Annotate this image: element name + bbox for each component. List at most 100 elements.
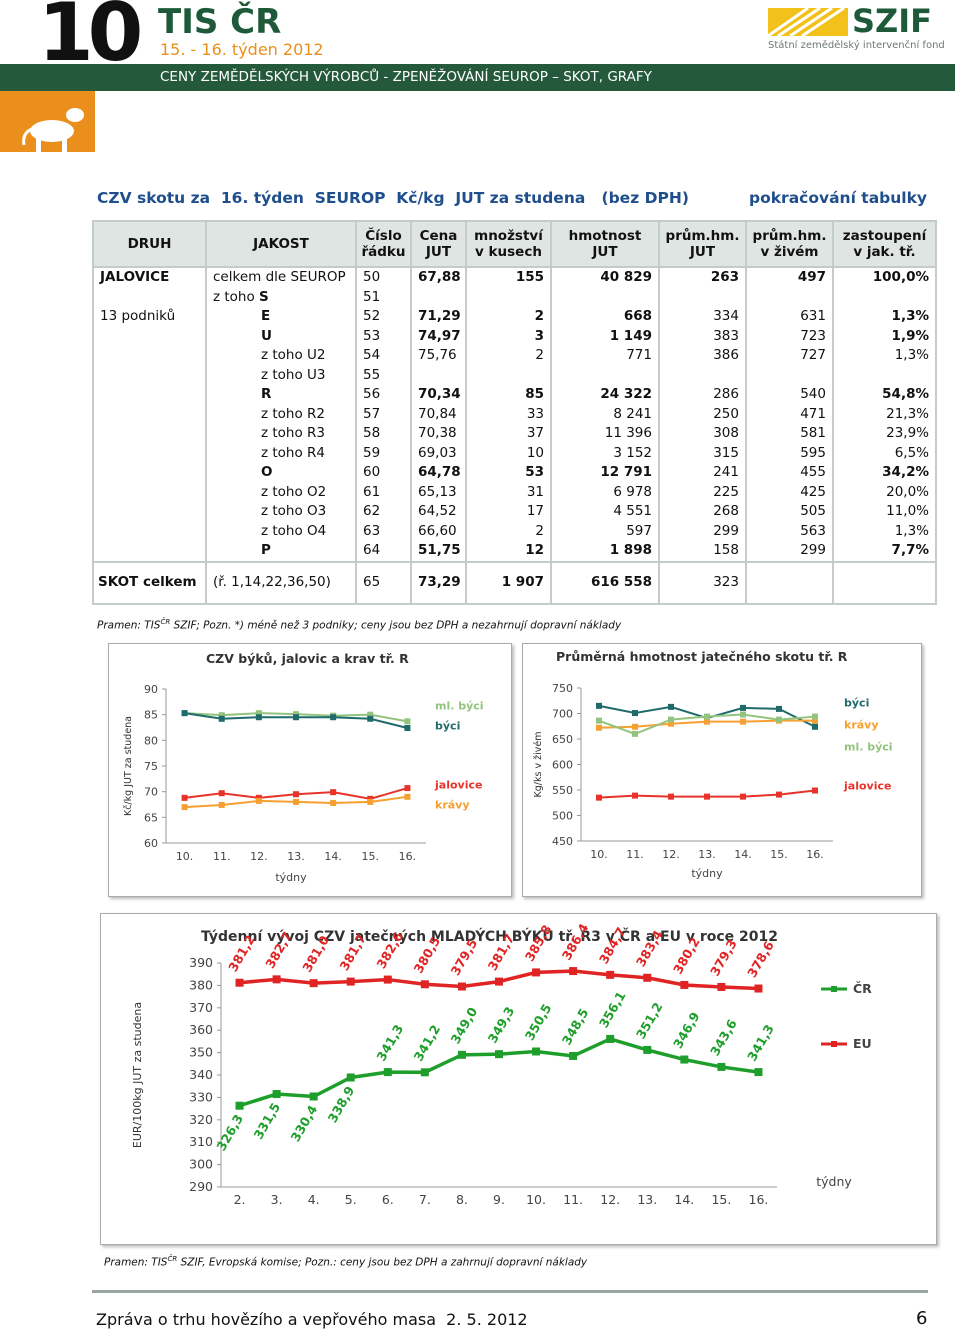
- cell-text: 2: [535, 522, 544, 539]
- point: [235, 978, 244, 987]
- cell-text: 50: [363, 269, 381, 286]
- point: [632, 723, 638, 730]
- header-row: DRUH JAKOST Číslo řádku Cena JUT množství v kus…: [92, 220, 937, 268]
- table-row: z toho S 51: [92, 287, 937, 307]
- y-tick-label: 500: [552, 810, 573, 823]
- source-note: Pramen: TISČR SZIF, Evropská komise; Poz…: [104, 1255, 587, 1269]
- table-cell: E: [205, 307, 357, 327]
- cell-text: 616 558: [590, 574, 652, 590]
- column-header: DRUH: [92, 220, 207, 268]
- cell-text: 497: [797, 269, 826, 286]
- x-tick-label: 13.: [637, 1192, 657, 1207]
- point: [293, 791, 299, 798]
- point: [367, 795, 374, 802]
- cell-text: 100,0%: [872, 269, 929, 286]
- point: [569, 1051, 578, 1060]
- table-cell: 334: [658, 307, 747, 327]
- cell-text: 74,97: [418, 327, 461, 344]
- point: [680, 1055, 689, 1064]
- cell-text: 268: [713, 503, 739, 520]
- x-tick-label: 16.: [806, 848, 824, 861]
- table-cell: [92, 463, 207, 483]
- footer-rule: [92, 1290, 928, 1293]
- cell-text: 64: [363, 542, 381, 559]
- x-tick-label: 15.: [770, 848, 788, 861]
- cell-text: 1 898: [609, 542, 652, 559]
- table-cell: 386: [658, 346, 747, 366]
- y-axis-label: EUR/100kg JUT za studena: [131, 1002, 144, 1148]
- note-text: Pramen: TIS: [104, 1256, 168, 1269]
- cell-text: 241: [713, 464, 739, 481]
- table-cell: 53: [465, 463, 552, 483]
- y-tick-label: 340: [189, 1067, 213, 1082]
- x-axis-label: týdny: [691, 867, 723, 880]
- point: [704, 713, 710, 720]
- point: [643, 973, 652, 982]
- table-cell: z toho U2: [205, 346, 357, 366]
- point: [596, 717, 602, 724]
- cell-text: 595: [800, 444, 826, 461]
- table-cell: JALOVICE: [92, 267, 207, 288]
- column-header: prům.hm. JUT: [658, 220, 747, 268]
- table-cell: 21,3%: [832, 404, 937, 424]
- table-cell: [832, 560, 937, 604]
- table-cell: 20,0%: [832, 482, 937, 502]
- cell-text: 13 podniků: [100, 308, 176, 325]
- table-cell: 17: [465, 502, 552, 522]
- x-tick-label: 14.: [674, 1192, 694, 1207]
- x-tick-label: 4.: [308, 1192, 320, 1207]
- cell-text: 71,29: [418, 308, 461, 325]
- cell-text: 31: [526, 483, 544, 500]
- banner: [0, 64, 955, 91]
- cell-text: 61: [363, 483, 381, 500]
- cell-text: 505: [800, 503, 826, 520]
- point: [218, 802, 225, 809]
- cell-text: 60: [363, 464, 381, 481]
- table-cell: z toho O4: [205, 521, 357, 541]
- y-tick-label: 300: [189, 1157, 213, 1172]
- cell-text: 70,34: [418, 386, 461, 403]
- table-cell: 563: [745, 521, 834, 541]
- cell-text: O: [261, 464, 273, 481]
- table-cell: 40 829: [550, 267, 660, 288]
- cell-text: 250: [713, 405, 739, 422]
- y-tick-label: 290: [189, 1179, 213, 1194]
- x-tick-label: 9.: [493, 1192, 505, 1207]
- value-label: 341,3: [744, 1022, 777, 1064]
- table-cell: 383: [658, 326, 747, 346]
- cell-text: celkem dle SEUROP: [213, 269, 346, 286]
- table-cell: [92, 326, 207, 346]
- point: [754, 1068, 763, 1077]
- y-tick-label: 90: [144, 683, 158, 696]
- table-cell: z toho O2: [205, 482, 357, 502]
- cell-text: 597: [626, 522, 652, 539]
- cell-text: 23,9%: [886, 425, 929, 442]
- table-cell: 54,8%: [832, 385, 937, 405]
- table-row: SKOT celkem (ř. 1,14,22,36,50) 65 73,29 1 90…: [92, 560, 937, 604]
- y-tick-label: 65: [144, 811, 158, 824]
- cell-text: 563: [800, 522, 826, 539]
- y-tick-label: 360: [189, 1022, 213, 1037]
- cell-text: 20,0%: [886, 483, 929, 500]
- logo-subtitle: Státní zemědělský intervenční fond: [768, 40, 945, 51]
- table-cell: O: [205, 463, 357, 483]
- table-cell: 425: [745, 482, 834, 502]
- table-cell: 8 241: [550, 404, 660, 424]
- table-cell: z toho U3: [205, 365, 357, 385]
- cell-text: 53: [363, 327, 381, 344]
- cell-text: 299: [713, 522, 739, 539]
- point: [181, 710, 188, 717]
- table-cell: 268: [658, 502, 747, 522]
- point: [776, 716, 782, 723]
- cell-text: 155: [515, 269, 544, 286]
- point: [404, 725, 411, 732]
- cell-text: 63: [363, 522, 381, 539]
- cell-text: 21,3%: [886, 405, 929, 422]
- x-tick-label: 10.: [176, 850, 194, 863]
- header-line: řádku: [361, 244, 406, 260]
- table-cell: 1 898: [550, 541, 660, 562]
- point: [255, 797, 262, 804]
- x-tick-label: 11.: [626, 848, 644, 861]
- table-cell: 75,76: [410, 346, 467, 366]
- cell-text: 1,3%: [894, 522, 929, 539]
